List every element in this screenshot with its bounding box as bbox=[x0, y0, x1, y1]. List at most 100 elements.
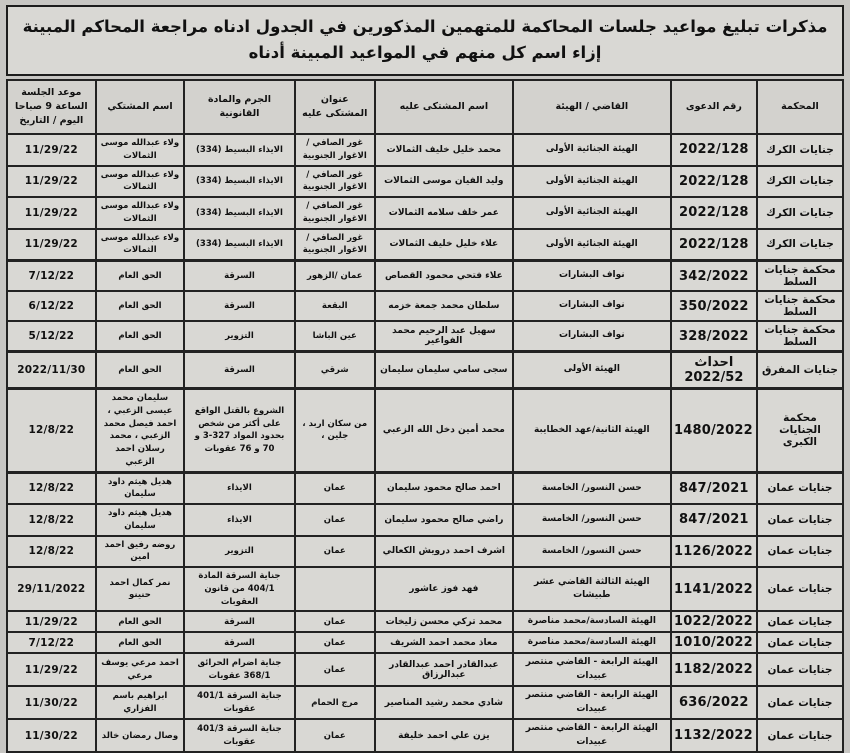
cell-court: جنايات عمان bbox=[755, 631, 845, 655]
cell-court: جنايات الكرك bbox=[755, 133, 845, 167]
cell-court: جنايات عمان bbox=[755, 503, 845, 537]
cell-complainant_name: الحق العام bbox=[94, 610, 186, 634]
cell-case_number: 636/2022 bbox=[669, 685, 758, 721]
cell-judge_panel: الهيئة الأولى bbox=[511, 350, 672, 390]
cell-defendant_name: عبدالقادر احمد عبدالقادر عبدالرزاق bbox=[373, 652, 514, 688]
cell-complainant_name: روضه رفيق احمد امين bbox=[94, 534, 186, 569]
cell-defendant_address: من سكان اربد ، جلين ، bbox=[293, 387, 376, 474]
cell-defendant_address: البقعة bbox=[293, 290, 376, 323]
cell-defendant_name: علاء فتحي محمود القصاص bbox=[373, 259, 514, 293]
cell-court: جنايات عمان bbox=[755, 610, 845, 634]
cell-case_number: 1141/2022 bbox=[669, 566, 758, 613]
cell-crime_article: التزوير bbox=[183, 320, 296, 353]
cell-complainant_name: ابراهيم باسم الفزاري bbox=[94, 685, 186, 721]
table-body: جنايات الكرك 2022/128 الهيئة الجنائية الأو… bbox=[6, 133, 845, 753]
cell-case_number: 1480/2022 bbox=[669, 387, 758, 474]
cell-judge_panel: حسن النسور/ الخامسة bbox=[511, 503, 672, 537]
cell-judge_panel: الهيئة الرابعة - القاضي منتصر عبيدات bbox=[511, 718, 672, 753]
cell-case_number: 2022/128 bbox=[669, 196, 758, 230]
cell-court: جنايات عمان bbox=[755, 652, 845, 688]
cell-crime_article: الايذاء البسيط (334) bbox=[183, 133, 296, 167]
cell-complainant_name: الحق العام bbox=[94, 290, 186, 323]
cell-judge_panel: حسن النسور/ الخامسة bbox=[511, 470, 672, 506]
cell-defendant_name: علاء خليل خليف الثمالات bbox=[373, 227, 514, 262]
cell-complainant_name: الحق العام bbox=[94, 350, 186, 390]
cell-crime_article: الايذاء البسيط (334) bbox=[183, 227, 296, 262]
cell-case_number: 1126/2022 bbox=[669, 534, 758, 569]
cell-case_number: 1182/2022 bbox=[669, 652, 758, 688]
cell-complainant_name: هديل هيثم داود سليمان bbox=[94, 503, 186, 537]
cell-session_date: 5/12/22 bbox=[6, 320, 97, 353]
cell-crime_article: الشروع بالقتل الواقع على أكثر من شخص بحد… bbox=[183, 387, 296, 474]
cell-judge_panel: نواف البشارات bbox=[511, 259, 672, 293]
table-row: جنايات عمان 1022/2022 الهيئة السادسة/محمد … bbox=[6, 610, 845, 634]
cell-judge_panel: الهيئة الجنائية الأولى bbox=[511, 164, 672, 199]
column-header-session_date: موعد الجلسة الساعة 9 صباحا اليوم / التار… bbox=[6, 79, 97, 136]
cell-case_number: 847/2021 bbox=[669, 470, 758, 506]
table-row: جنايات الكرك 2022/128 الهيئة الجنائية الأو… bbox=[6, 196, 845, 230]
cell-judge_panel: الهيئة الثالثة القاضي عشر طبيشات bbox=[511, 566, 672, 613]
cell-defendant_address: عمان bbox=[293, 534, 376, 569]
cell-judge_panel: نواف البشارات bbox=[511, 320, 672, 353]
document-title: مذكرات تبليغ مواعيد جلسات المحاكمة للمته… bbox=[6, 5, 844, 77]
cell-court: جنايات عمان bbox=[755, 718, 845, 753]
cell-case_number: 2022/128 bbox=[669, 227, 758, 262]
cell-defendant_name: شادي محمد رشيد المناصير bbox=[373, 685, 514, 721]
table-row: جنايات عمان 847/2021 حسن النسور/ الخامسة را… bbox=[6, 503, 845, 537]
cell-court: محكمة جنايات السلط bbox=[755, 320, 845, 353]
cell-session_date: 11/29/22 bbox=[6, 610, 97, 634]
cell-complainant_name: ولاء عبدالله موسى الثمالات bbox=[94, 196, 186, 230]
table-row: جنايات عمان 1010/2022 الهيئة السادسة/محمد … bbox=[6, 631, 845, 655]
cell-court: جنايات عمان bbox=[755, 566, 845, 613]
cell-defendant_name: سجى سامي سليمان سليمان bbox=[373, 350, 514, 390]
cell-complainant_name: ولاء عبدالله موسى الثمالات bbox=[94, 133, 186, 167]
column-header-defendant_address: عنوان المشتكى عليه bbox=[293, 79, 376, 136]
cell-judge_panel: الهيئة الجنائية الأولى bbox=[511, 133, 672, 167]
table-row: جنايات الكرك 2022/128 الهيئة الجنائية الأو… bbox=[6, 227, 845, 262]
cell-complainant_name: ولاء عبدالله موسى الثمالات bbox=[94, 164, 186, 199]
cell-case_number: 342/2022 bbox=[669, 259, 758, 293]
cell-session_date: 11/29/22 bbox=[6, 133, 97, 167]
cell-defendant_name: يزن علي احمد خليفة bbox=[373, 718, 514, 753]
cell-crime_article: الايذاء bbox=[183, 503, 296, 537]
cell-judge_panel: الهيئة الرابعة - القاضي منتصر عبيدات bbox=[511, 685, 672, 721]
cell-case_number: 328/2022 bbox=[669, 320, 758, 353]
cell-defendant_name: اشرف احمد درويش الكعالي bbox=[373, 534, 514, 569]
table-row: محكمة جنايات السلط 342/2022 نواف البشارات ع… bbox=[6, 259, 845, 293]
cell-court: جنايات عمان bbox=[755, 534, 845, 569]
table-row: محكمة جنايات السلط 328/2022 نواف البشارات س… bbox=[6, 320, 845, 353]
column-header-crime_article: الجرم والمادة القانونية bbox=[183, 79, 296, 136]
cell-complainant_name: الحق العام bbox=[94, 259, 186, 293]
cell-court: جنايات الكرك bbox=[755, 164, 845, 199]
cell-session_date: 12/8/22 bbox=[6, 470, 97, 506]
cell-session_date: 11/30/22 bbox=[6, 718, 97, 753]
cell-defendant_name: محمد أمين دخل الله الزعبي bbox=[373, 387, 514, 474]
cell-court: جنايات الكرك bbox=[755, 196, 845, 230]
cell-case_number: 2022/128 bbox=[669, 164, 758, 199]
cell-judge_panel: الهيئة الثانية/عهد الخطايبة bbox=[511, 387, 672, 474]
cell-crime_article: السرقة bbox=[183, 350, 296, 390]
cell-judge_panel: الهيئة الجنائية الأولى bbox=[511, 196, 672, 230]
cell-court: محكمة الجنايات الكبرى bbox=[755, 387, 845, 474]
cell-session_date: 12/8/22 bbox=[6, 534, 97, 569]
cell-crime_article: السرقة bbox=[183, 631, 296, 655]
cell-session_date: 11/29/22 bbox=[6, 652, 97, 688]
cell-complainant_name: وصال رمضان خالد bbox=[94, 718, 186, 753]
cell-court: جنايات الكرك bbox=[755, 227, 845, 262]
cell-court: محكمة جنايات السلط bbox=[755, 259, 845, 293]
cell-complainant_name: ولاء عبدالله موسى الثمالات bbox=[94, 227, 186, 262]
cell-complainant_name: سليمان محمد عيسى الزعبي ، احمد فيصل محمد… bbox=[94, 387, 186, 474]
cell-defendant_address bbox=[293, 566, 376, 613]
cell-case_number: احداث 2022/52 bbox=[669, 350, 758, 390]
cell-session_date: 11/30/22 bbox=[6, 685, 97, 721]
cell-defendant_address: غور الصافي /الاغوار الجنوبية bbox=[293, 164, 376, 199]
cell-judge_panel: الهيئة السادسة/محمد مناصرة bbox=[511, 610, 672, 634]
column-header-judge_panel: القاضي / الهيئة bbox=[511, 79, 672, 136]
document-page: مذكرات تبليغ مواعيد جلسات المحاكمة للمته… bbox=[6, 5, 845, 753]
cell-complainant_name: احمد مرعي يوسف مرعي bbox=[94, 652, 186, 688]
cell-session_date: 12/8/22 bbox=[6, 387, 97, 474]
cell-crime_article: جناية السرقة 401/3 عقوبات bbox=[183, 718, 296, 753]
cell-defendant_name: راضي صالح محمود سليمان bbox=[373, 503, 514, 537]
table-row: محكمة الجنايات الكبرى 1480/2022 الهيئة الث… bbox=[6, 387, 845, 474]
cell-complainant_name: نمر كمال احمد حنينو bbox=[94, 566, 186, 613]
